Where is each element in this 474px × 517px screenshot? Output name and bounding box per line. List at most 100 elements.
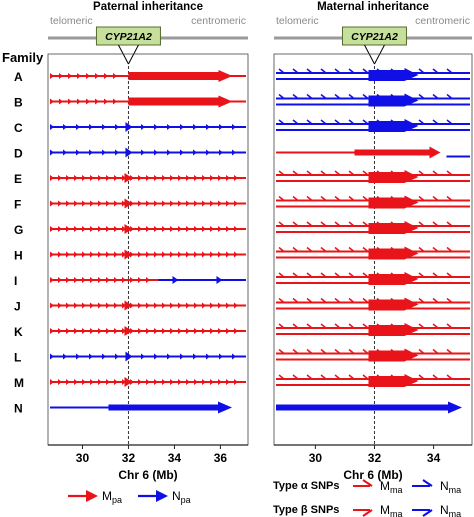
haplotype-block	[368, 272, 419, 285]
haplotype-block	[108, 401, 232, 414]
snp-arrow	[102, 149, 106, 156]
snp-arrow	[90, 277, 94, 283]
legend-beta-n-ma: Nma	[412, 503, 461, 517]
snp-arrow	[125, 351, 133, 362]
snp-arrow	[122, 226, 126, 232]
snp-arrow	[226, 251, 230, 258]
snp-tick	[292, 119, 299, 125]
snp-arrow	[206, 353, 210, 360]
track-e	[276, 170, 470, 183]
snp-arrow	[202, 175, 206, 181]
track-e	[50, 173, 246, 183]
snp-arrow	[106, 175, 110, 181]
snp-arrow	[106, 277, 110, 283]
snp-tick	[334, 68, 341, 74]
snp-arrow	[114, 302, 118, 309]
snp-arrow	[178, 328, 182, 334]
snp-tick	[292, 221, 299, 227]
family-label-g: G	[14, 223, 23, 237]
snp-arrow	[232, 353, 236, 360]
snp-arrow	[74, 379, 78, 385]
zoom-line-left	[118, 44, 129, 65]
snp-arrow	[50, 328, 54, 334]
snp-tick	[292, 195, 299, 202]
snp-tick	[362, 374, 369, 380]
snp-arrow	[98, 226, 102, 232]
snp-arrow	[210, 251, 214, 258]
haplotype-block	[128, 70, 233, 82]
track-a	[276, 68, 470, 81]
telomeric-label: telomeric	[50, 15, 93, 27]
snp-tick	[278, 221, 285, 227]
snp-arrow	[234, 302, 238, 309]
snp-arrow	[167, 353, 171, 360]
svg-text:Nma: Nma	[440, 503, 461, 517]
snp-arrow	[170, 200, 174, 207]
snp-arrow	[146, 175, 150, 181]
snp-tick	[320, 272, 327, 278]
snp-arrow	[124, 173, 133, 183]
snp-tick	[446, 195, 453, 202]
snp-tick	[320, 68, 327, 74]
snp-tick	[278, 348, 285, 355]
snp-tick	[348, 374, 355, 380]
snp-tick	[292, 374, 299, 380]
snp-arrow	[141, 149, 145, 156]
snp-tick	[432, 246, 439, 253]
snp-arrow	[76, 149, 80, 156]
snp-arrow	[124, 198, 133, 209]
snp-tick	[362, 170, 369, 176]
snp-tick	[432, 297, 439, 304]
snp-arrow	[167, 149, 171, 156]
snp-tick	[278, 246, 285, 253]
snp-tick	[334, 246, 341, 253]
snp-arrow	[154, 353, 158, 360]
snp-arrow	[234, 175, 238, 181]
track-m	[276, 374, 470, 387]
snp-tick	[334, 323, 341, 329]
snp-tick	[362, 323, 369, 329]
snp-arrow	[172, 276, 179, 284]
snp-tick	[348, 323, 355, 329]
snp-arrow	[218, 175, 222, 181]
snp-tick	[306, 93, 313, 100]
snp-arrow	[232, 149, 236, 156]
snp-tick	[306, 195, 313, 202]
snp-arrow	[186, 251, 190, 258]
snp-arrow	[66, 226, 70, 232]
snp-arrow	[124, 377, 133, 387]
snp-tick	[432, 374, 439, 380]
snp-tick	[432, 348, 439, 355]
x-tick-label: 30	[76, 451, 90, 465]
snp-arrow	[234, 328, 238, 334]
panels: Paternal inheritance CYP21A2 telomeric cent…	[47, 1, 473, 482]
panel-title: Maternal inheritance	[317, 1, 429, 13]
snp-arrow	[186, 302, 190, 309]
snp-arrow	[106, 251, 110, 258]
snp-arrow	[170, 175, 174, 181]
snp-tick	[334, 348, 341, 355]
snp-tick	[348, 246, 355, 253]
snp-tick	[320, 195, 327, 202]
snp-tick	[418, 246, 425, 253]
snp-tick	[348, 68, 355, 74]
snp-arrow	[170, 251, 174, 258]
snp-arrow	[115, 353, 119, 360]
track-j	[50, 300, 246, 311]
legend-n-pa-sub: pa	[181, 495, 191, 505]
legend-alpha-m-ma: Mma	[353, 479, 403, 495]
snp-arrow	[234, 200, 238, 207]
snp-tick	[348, 221, 355, 227]
snp-tick	[418, 119, 425, 125]
snp-arrow	[104, 98, 108, 105]
snp-tick	[348, 348, 355, 355]
snp-arrow	[154, 251, 158, 258]
haplotype-block	[368, 195, 419, 209]
snp-arrow	[186, 175, 190, 181]
snp-arrow	[122, 200, 126, 207]
snp-tick	[348, 93, 355, 100]
snp-arrow	[59, 73, 63, 79]
snp-arrow	[50, 149, 54, 156]
snp-tick	[418, 374, 425, 380]
gene-box	[341, 26, 407, 46]
